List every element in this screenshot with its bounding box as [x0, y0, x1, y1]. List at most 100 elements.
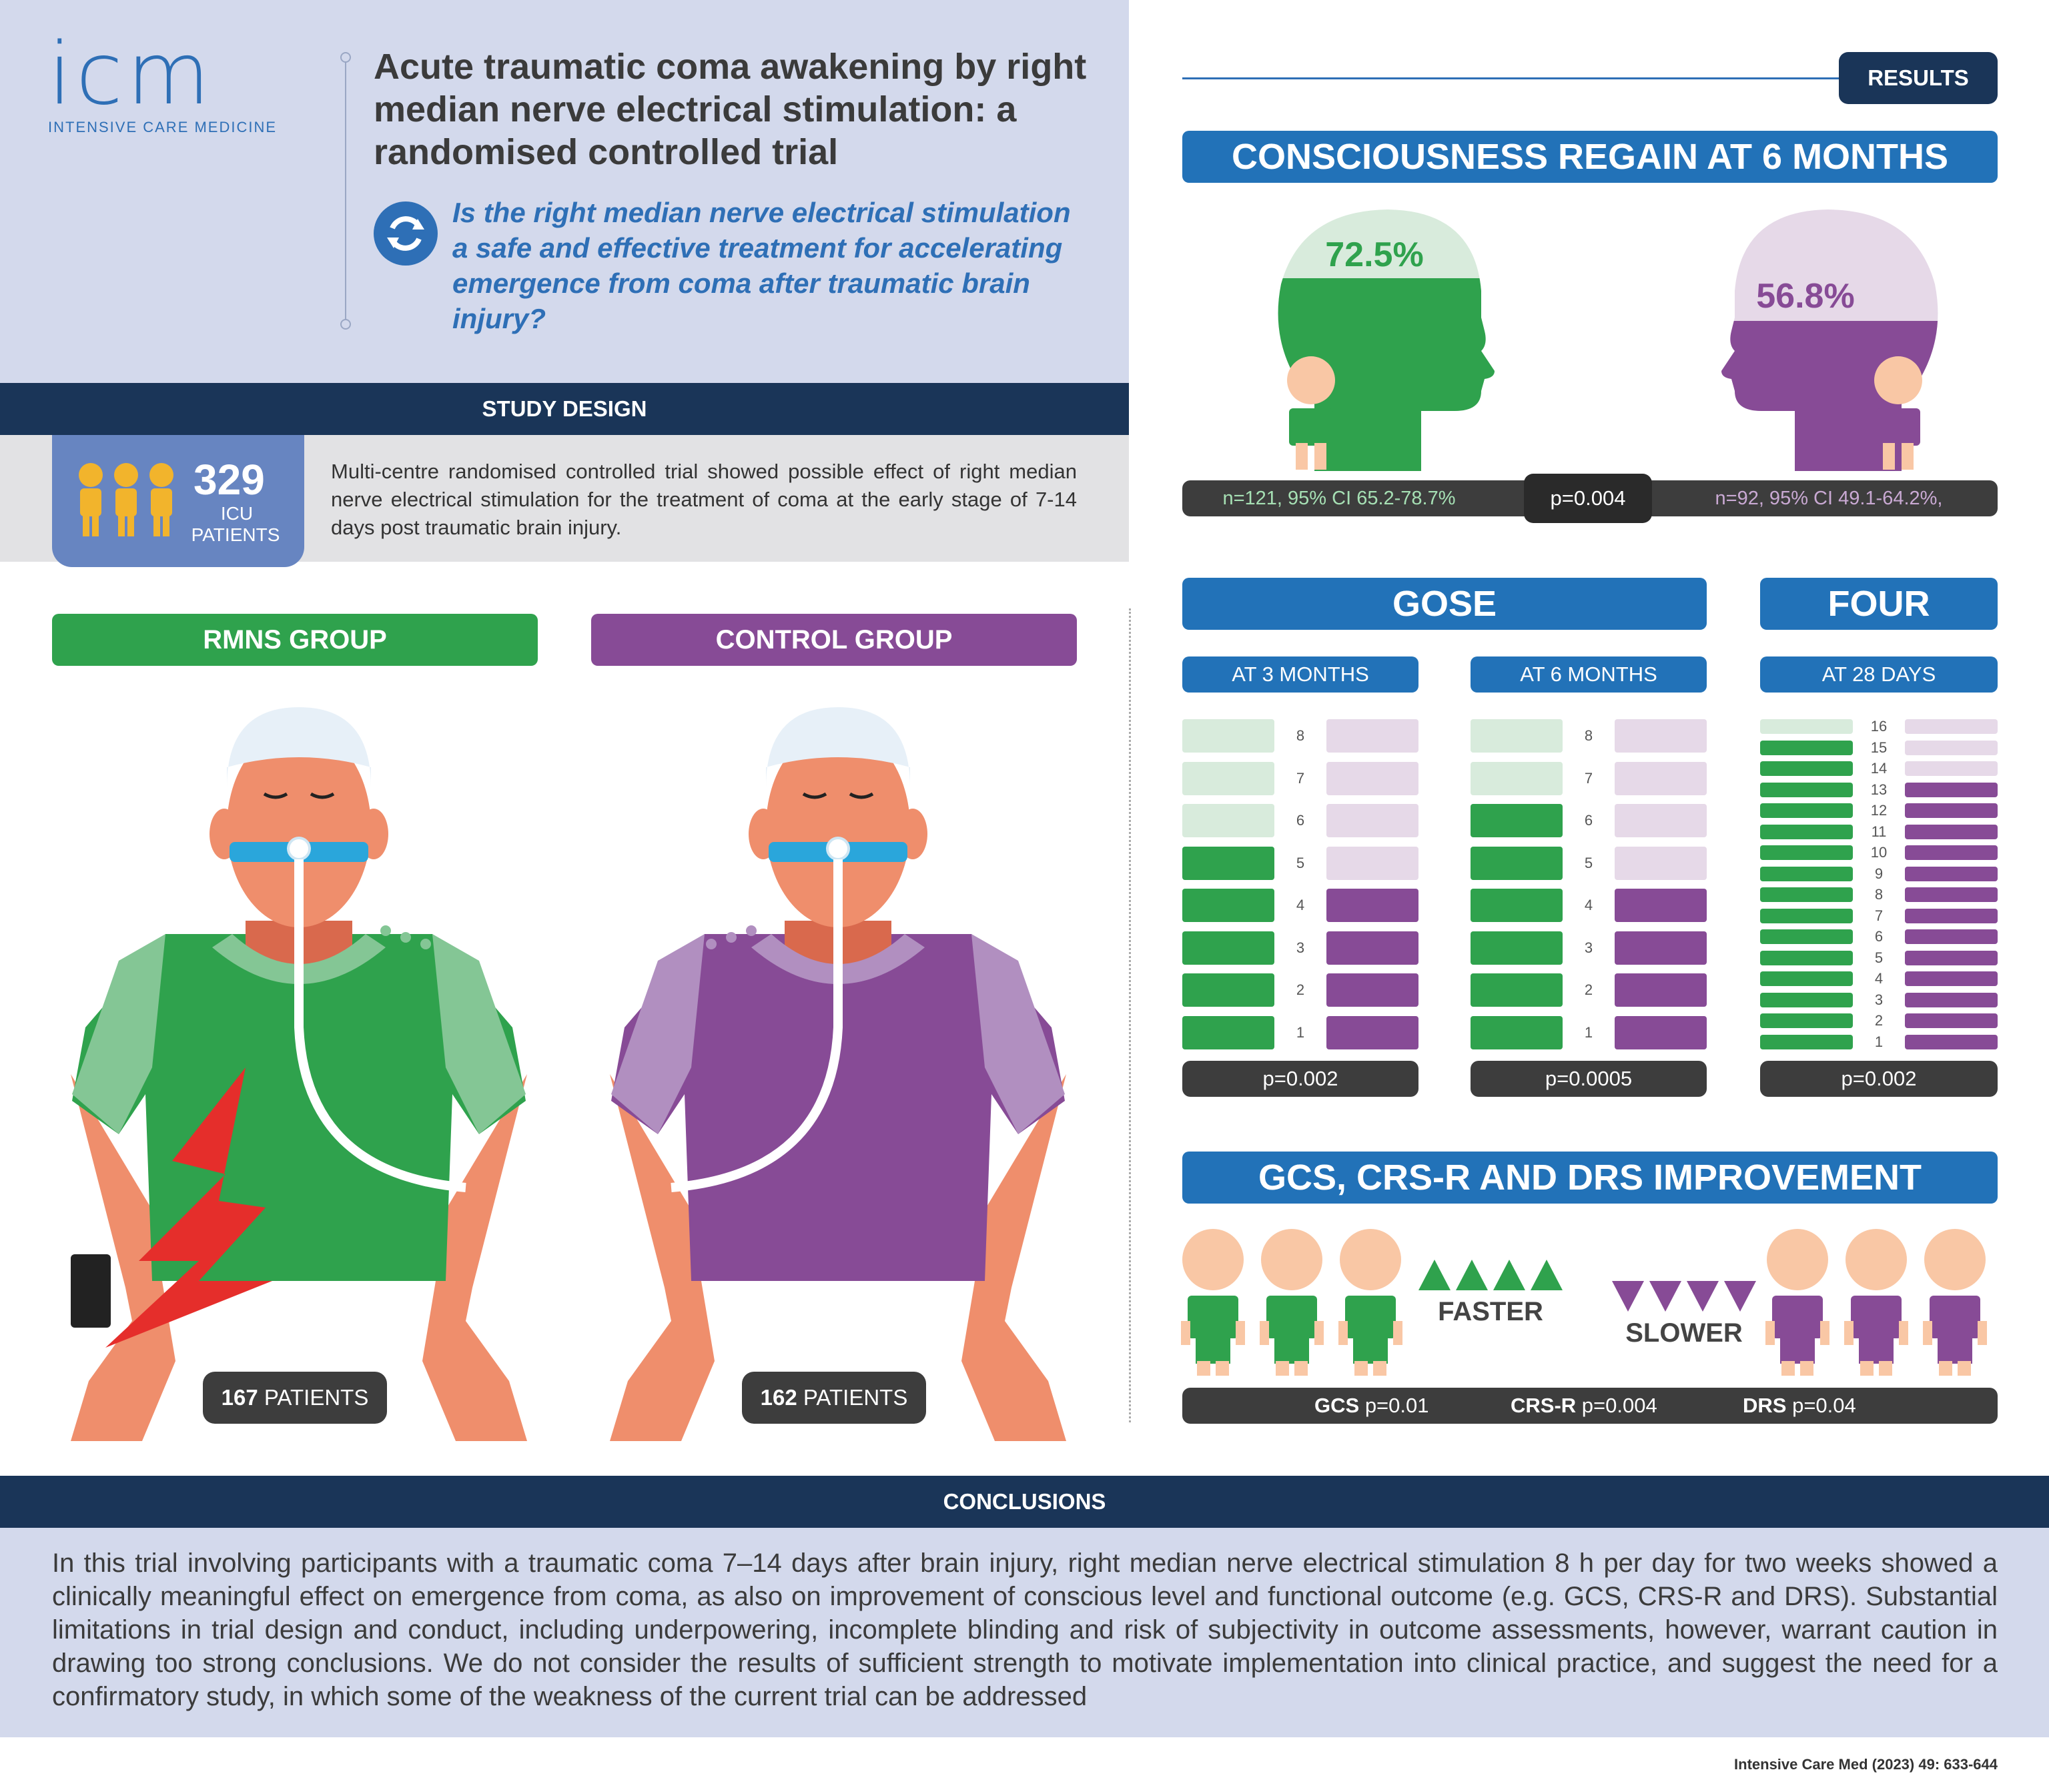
slower-label: SLOWER [1625, 1318, 1743, 1348]
gose-6m-control-level-8 [1615, 719, 1707, 753]
four-28d-control-level-9 [1905, 866, 1998, 881]
drs-p-value: p=0.04 [1792, 1394, 1856, 1417]
four-28d-rmns-level-9 [1760, 866, 1853, 881]
four-28d-level-label: 6 [1874, 928, 1884, 945]
gose-3m-rmns-level-6 [1182, 804, 1274, 837]
four-28d-control-level-15 [1905, 740, 1998, 755]
four-28d-rmns-level-11 [1760, 824, 1853, 839]
four-28d-rmns-level-2 [1760, 1013, 1853, 1028]
control-count-unit: PATIENTS [803, 1385, 908, 1410]
logo-text: icm [48, 25, 214, 124]
control-head-fill [1721, 321, 1938, 471]
rmns-group-label: RMNS GROUP [52, 614, 538, 666]
control-patient-illustration [610, 707, 1066, 1441]
question-icon [374, 201, 438, 266]
four-28d-label: AT 28 DAYS [1760, 656, 1998, 693]
four-28d-rmns-level-14 [1760, 761, 1853, 776]
gose-6m-rmns-level-2 [1471, 973, 1563, 1007]
four-28d-rmns-level-16 [1760, 719, 1853, 734]
gose-6m-rmns-level-6 [1471, 804, 1563, 837]
control-consciousness-stats: n=92, 95% CI 49.1-64.2%, [1715, 488, 1943, 509]
four-28d-level-label: 10 [1870, 844, 1888, 861]
research-question: Is the right median nerve electrical sti… [452, 197, 1071, 334]
four-28d-control-level-14 [1905, 761, 1998, 776]
gose-6m-level-label: 5 [1584, 854, 1593, 871]
rmns-patient-illustration [71, 707, 527, 1441]
four-28d-rmns-level-5 [1760, 950, 1853, 965]
four-28d-level-label: 9 [1874, 865, 1884, 882]
control-head-graphic [1721, 209, 1938, 471]
four-28d-rmns-level-4 [1760, 971, 1853, 986]
four-28d-level-label: 13 [1870, 781, 1888, 798]
gose-3m-level-label: 6 [1296, 812, 1305, 829]
rmns-patient-count: 167 PATIENTS [203, 1372, 387, 1424]
gose-3m-level-label: 1 [1296, 1023, 1305, 1041]
section-divider [1129, 608, 1131, 1422]
four-28d-rmns-level-10 [1760, 845, 1853, 860]
gose-3m-level-label: 2 [1296, 981, 1305, 998]
four-28d-control-level-2 [1905, 1013, 1998, 1028]
four-28d-level-label: 15 [1870, 739, 1888, 756]
crsr-p-value: p=0.004 [1581, 1394, 1657, 1417]
gose-6m-control-level-1 [1615, 1015, 1707, 1049]
gose-6m-control-level-6 [1615, 804, 1707, 837]
gose-3m-chart: 8 7 6 5 4 3 2 1 [1182, 719, 1418, 1050]
four-28d-control-level-3 [1905, 992, 1998, 1007]
results-rule [1182, 77, 1850, 79]
consciousness-p-value: p=0.004 [1524, 474, 1652, 523]
control-group-label: CONTROL GROUP [591, 614, 1077, 666]
crsr-label: CRS-R [1511, 1394, 1577, 1417]
gose-6m-level-label: 2 [1584, 981, 1593, 998]
patient-count-card: 329 ICU PATIENTS [52, 435, 304, 567]
control-people-icons [1765, 1229, 1987, 1376]
four-28d-p-value: p=0.002 [1760, 1061, 1998, 1097]
gose-3m-rmns-level-7 [1182, 761, 1274, 795]
four-28d-rmns-level-3 [1760, 992, 1853, 1007]
rmns-head-graphic [1278, 209, 1495, 471]
drs-label: DRS [1743, 1394, 1787, 1417]
citation: Intensive Care Med (2023) 49: 633-644 [1734, 1756, 1998, 1773]
rmns-people-icons [1181, 1229, 1402, 1376]
control-patient-count: 162 PATIENTS [742, 1372, 926, 1424]
results-badge: RESULTS [1839, 52, 1998, 104]
four-28d-level-label: 1 [1874, 1033, 1884, 1050]
four-28d-control-level-10 [1905, 845, 1998, 860]
four-28d-control-level-4 [1905, 971, 1998, 986]
gose-6m-control-level-4 [1615, 889, 1707, 922]
gose-title: GOSE [1182, 578, 1707, 630]
rmns-consciousness-stats: n=121, 95% CI 65.2-78.7% [1222, 488, 1456, 509]
header-panel [0, 0, 1129, 383]
faster-label: FASTER [1438, 1297, 1543, 1326]
gose-3m-level-label: 5 [1296, 854, 1305, 871]
gose-6m-rmns-level-8 [1471, 719, 1563, 753]
gose-6m-control-level-5 [1615, 846, 1707, 880]
gose-3m-rmns-level-2 [1182, 973, 1274, 1007]
improvement-stats-bar: GCS p=0.01 CRS-R p=0.004 DRS p=0.04 [1182, 1388, 1998, 1424]
rmns-count-unit: PATIENTS [264, 1385, 369, 1410]
four-28d-control-level-1 [1905, 1034, 1998, 1049]
four-28d-rmns-level-8 [1760, 887, 1853, 902]
gose-3m-rmns-level-8 [1182, 719, 1274, 753]
gose-3m-control-level-4 [1326, 889, 1418, 922]
four-28d-rmns-level-15 [1760, 740, 1853, 755]
patient-count-label-2: PATIENTS [191, 524, 280, 545]
rmns-consciousness-pct: 72.5% [1325, 236, 1424, 274]
gose-6m-rmns-level-3 [1471, 931, 1563, 965]
gose-3m-control-level-1 [1326, 1015, 1418, 1049]
rmns-count-number: 167 [221, 1385, 258, 1410]
four-28d-control-level-16 [1905, 719, 1998, 734]
four-28d-control-level-5 [1905, 950, 1998, 965]
four-28d-control-level-12 [1905, 803, 1998, 818]
gcs-stat: GCS p=0.01 [1314, 1388, 1429, 1424]
improvement-title: GCS, CRS-R AND DRS IMPROVEMENT [1182, 1152, 1998, 1204]
gose-3m-rmns-level-3 [1182, 931, 1274, 965]
gose-6m-control-level-2 [1615, 973, 1707, 1007]
gose-6m-label: AT 6 MONTHS [1471, 656, 1707, 693]
gose-3m-p-value: p=0.002 [1182, 1061, 1418, 1097]
gose-6m-rmns-level-7 [1471, 761, 1563, 795]
four-28d-control-level-6 [1905, 929, 1998, 944]
gose-3m-rmns-level-5 [1182, 846, 1274, 880]
gcs-p-value: p=0.01 [1364, 1394, 1429, 1417]
four-28d-level-label: 12 [1870, 802, 1888, 819]
four-title: FOUR [1760, 578, 1998, 630]
